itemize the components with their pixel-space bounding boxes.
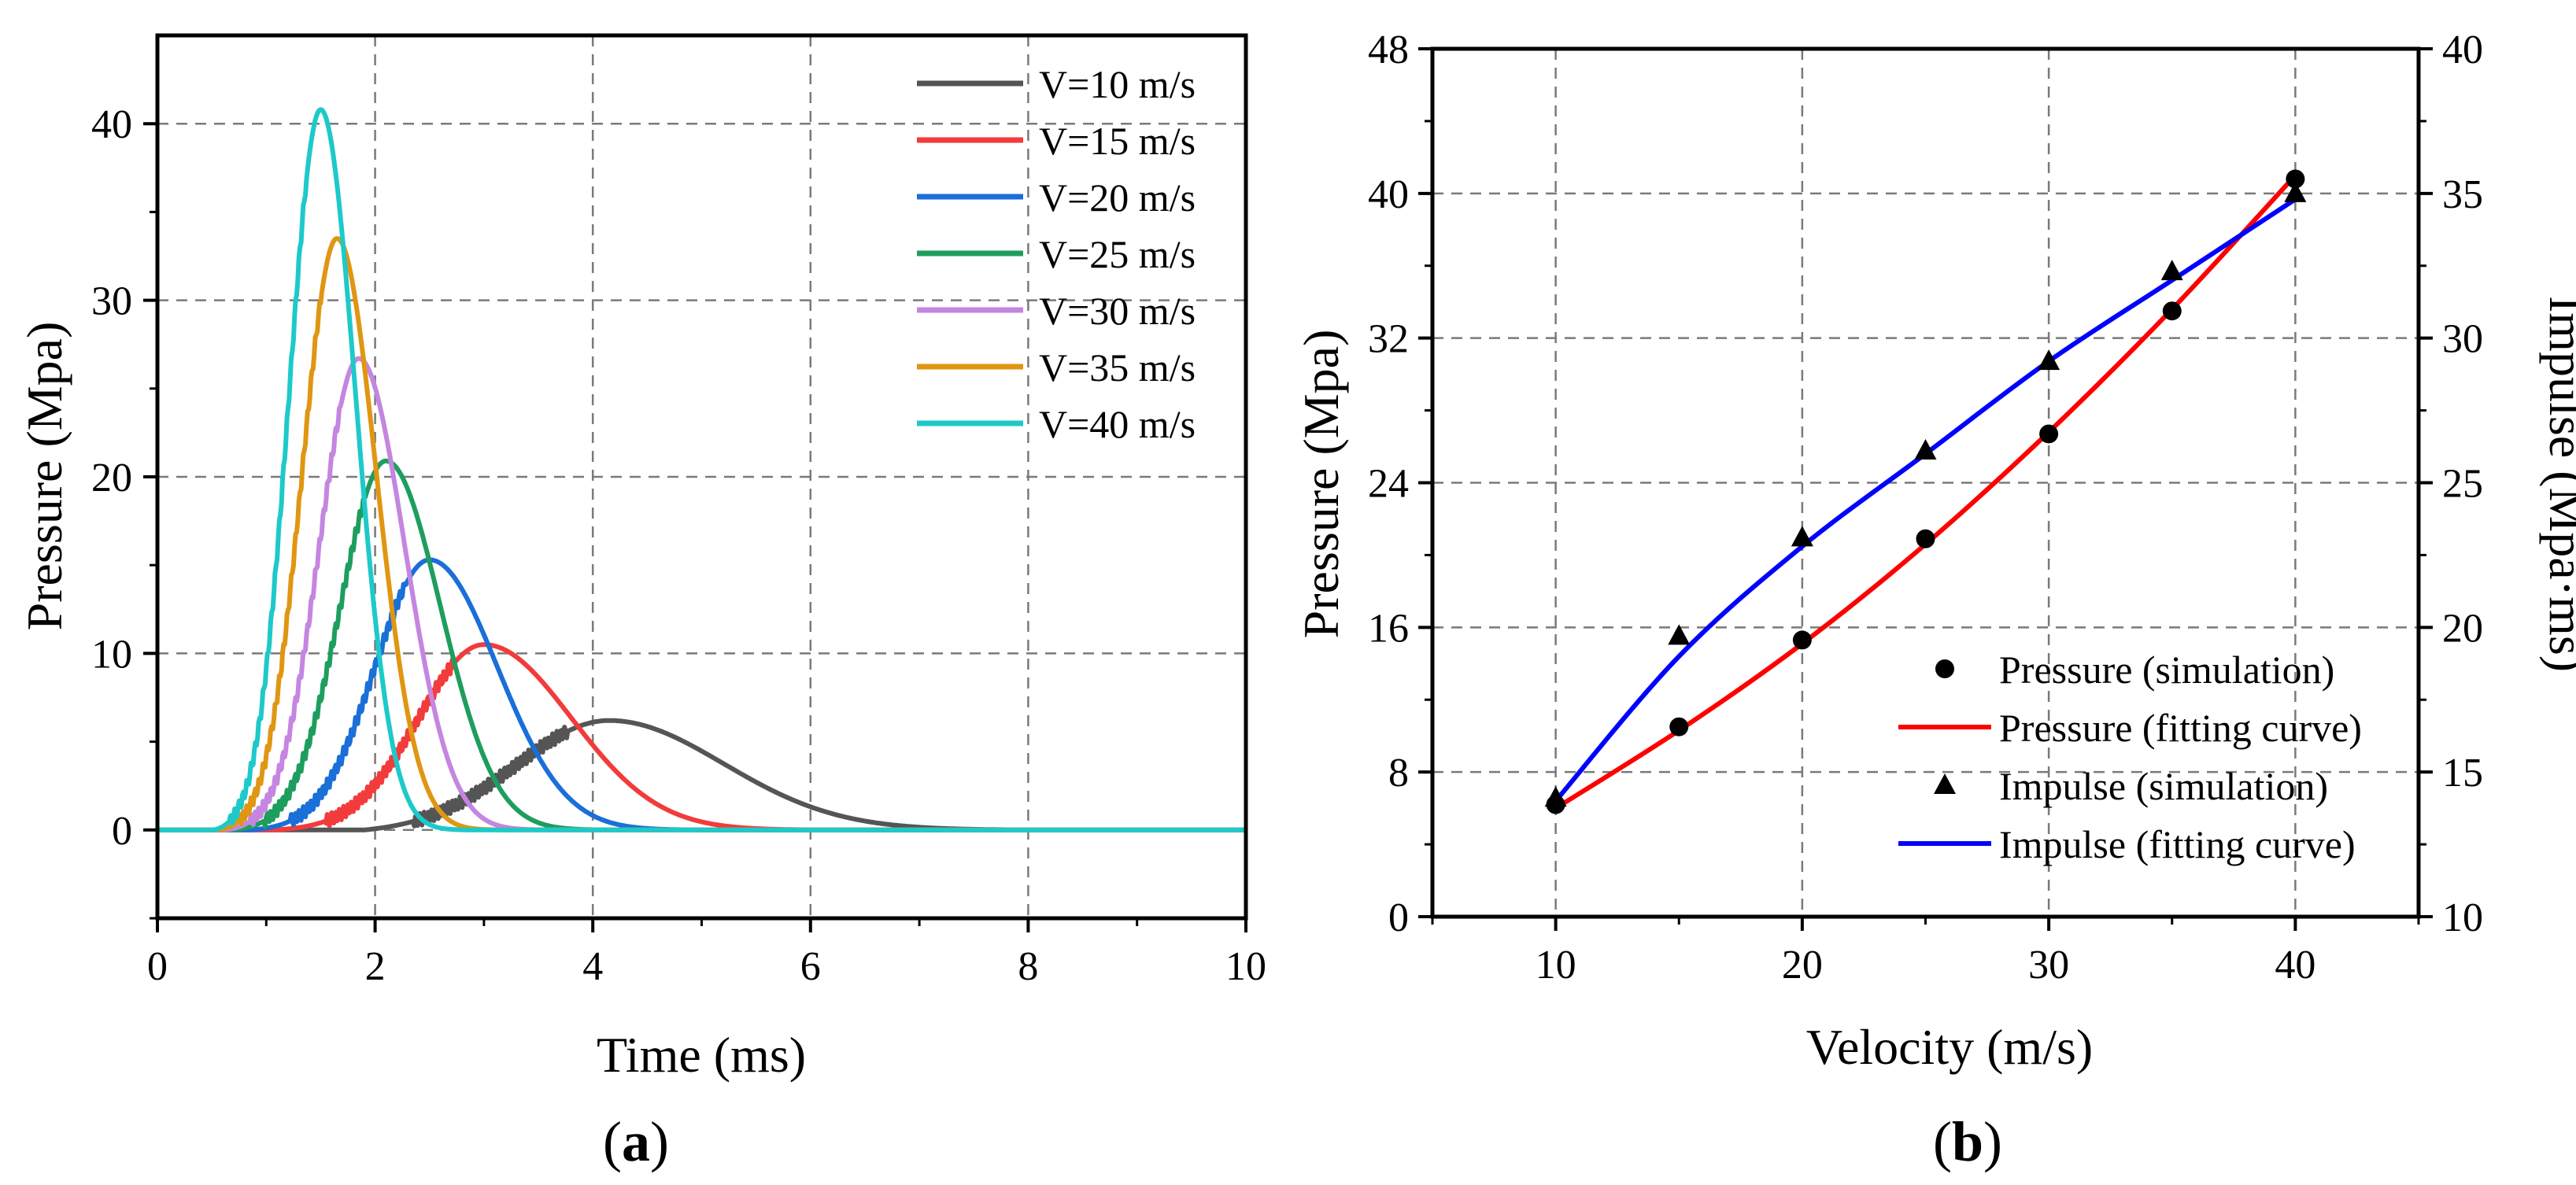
y2-tick-label: 25: [2442, 462, 2483, 507]
panel-a-legend: V=10 m/s V=15 m/s V=20 m/s V=25 m/s V=30 m/s…: [917, 62, 1196, 446]
panel-a-series-lines: [156, 107, 1247, 832]
x-tick-label: 6: [800, 944, 821, 989]
impulse-point: [1544, 786, 1567, 807]
pressure-point: [2039, 424, 2059, 444]
x-tick-label: 8: [1018, 944, 1038, 989]
impulse-point: [1791, 526, 1813, 547]
legend-marker-circle: [1935, 659, 1954, 678]
legend-label: V=10 m/s: [1039, 62, 1196, 106]
x-tick-label: 20: [1782, 943, 1823, 988]
x-tick-label: 10: [1225, 944, 1266, 989]
panel-b-chart: 10 20 30 40 0 8 16 24 32 40 48 10 15 20 25 30 35 40 Press…: [1293, 28, 2576, 1173]
fit-line-Impulse (fitting curve): [1554, 197, 2297, 803]
legend-label: V=35 m/s: [1039, 345, 1196, 389]
y2-tick-label: 30: [2442, 317, 2483, 362]
panel-a-x-axis-title: Time (ms): [597, 1027, 806, 1083]
pressure-point: [2162, 301, 2182, 321]
pressure-point: [2286, 169, 2305, 189]
pressure-point: [1669, 717, 1689, 736]
x-tick-label: 10: [1536, 943, 1576, 988]
y2-tick-label: 20: [2442, 606, 2483, 651]
legend-label: V=15 m/s: [1039, 119, 1196, 163]
y-tick-label: 40: [91, 102, 132, 147]
y2-tick-label: 15: [2442, 751, 2483, 796]
panel-a-ticks: [143, 122, 1247, 932]
impulse-point: [1914, 439, 1937, 460]
y-tick-label: 40: [1368, 172, 1409, 217]
panel-b-label: (b): [1933, 1110, 2002, 1173]
panel-b-ticks: [1418, 47, 2433, 931]
legend-label: Pressure (simulation): [1999, 648, 2334, 692]
x-tick-label: 2: [365, 944, 386, 989]
legend-label: V=25 m/s: [1039, 232, 1196, 276]
x-tick-label: 0: [147, 944, 168, 989]
panel-b-tick-labels: 10 20 30 40 0 8 16 24 32 40 48 10 15 20 25 30 35 40: [1368, 28, 2483, 988]
panel-a-tick-labels: 0 2 4 6 8 10 0 10 20 30 40: [91, 102, 1266, 989]
y-tick-label: 30: [91, 279, 132, 324]
legend-label: V=20 m/s: [1039, 175, 1196, 220]
panel-b-grid: [1432, 49, 2419, 917]
legend-label: Pressure (fitting curve): [1999, 706, 2362, 750]
legend-marker-triangle: [1934, 773, 1956, 794]
panel-a-grid: [157, 35, 1246, 918]
panel-a-label: (a): [603, 1110, 669, 1173]
y2-tick-label: 10: [2442, 895, 2483, 940]
y-tick-label: 8: [1388, 751, 1409, 796]
panel-a-y-axis-title: Pressure (Mpa): [17, 322, 72, 631]
y-tick-label: 10: [91, 632, 132, 677]
y-tick-label: 24: [1368, 462, 1409, 507]
panel-b-legend: Pressure (simulation) Pressure (fitting c…: [1898, 648, 2362, 866]
panel-b-x-axis-title: Velocity (m/s): [1806, 1019, 2093, 1075]
x-tick-label: 40: [2275, 943, 2315, 988]
legend-label: Impulse (simulation): [1999, 764, 2328, 808]
legend-label: Impulse (fitting curve): [1999, 822, 2356, 866]
y-tick-label: 0: [1388, 895, 1409, 940]
impulse-point: [1668, 624, 1691, 645]
legend-label: V=40 m/s: [1039, 402, 1196, 446]
y-tick-label: 16: [1368, 606, 1409, 651]
impulse-point: [2038, 349, 2060, 371]
y2-tick-label: 40: [2442, 28, 2483, 72]
panel-b-y-axis-title: Pressure (Mpa): [1293, 330, 1349, 639]
x-tick-label: 30: [2028, 943, 2069, 988]
panel-b-y2-axis-title: Impulse (Mpa·ms): [2539, 296, 2576, 672]
series-line-V=40 m/s: [156, 107, 1247, 832]
panel-a-plot-frame: [155, 33, 1248, 921]
panel-b-markers: [1544, 169, 2307, 814]
y-tick-label: 20: [91, 456, 132, 500]
x-tick-label: 4: [582, 944, 603, 989]
impulse-point: [2160, 260, 2183, 281]
panel-a-chart: 0 2 4 6 8 10 0 10 20 30 40 V=10 m/s V=15 m/s V=20 m/…: [17, 33, 1266, 1173]
y2-tick-label: 35: [2442, 172, 2483, 217]
pressure-point: [1792, 630, 1812, 650]
pressure-point: [1916, 529, 1935, 548]
impulse-point: [2284, 181, 2307, 202]
series-line-V=15 m/s: [156, 642, 1247, 832]
y-tick-label: 48: [1368, 28, 1409, 72]
y-tick-label: 32: [1368, 317, 1409, 362]
y-tick-label: 0: [112, 809, 132, 854]
legend-label: V=30 m/s: [1039, 289, 1196, 333]
series-line-V=10 m/s: [156, 718, 1247, 832]
